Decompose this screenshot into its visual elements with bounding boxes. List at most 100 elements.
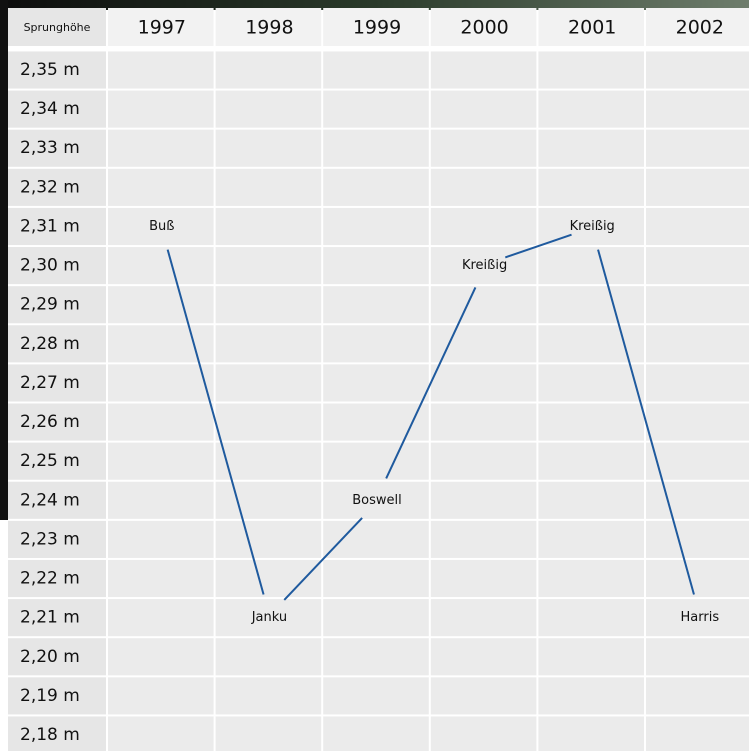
grid-cell	[430, 51, 537, 89]
grid-cell	[538, 677, 644, 715]
y-tick-label: 2,30 m	[20, 256, 80, 276]
grid-cell	[215, 520, 322, 558]
athlete-label: Kreißig	[462, 258, 507, 273]
grid-cell	[323, 168, 429, 206]
grid-cell	[430, 168, 537, 206]
point: Harris	[681, 610, 720, 625]
row-label-cell	[8, 677, 106, 715]
grid-cell	[323, 442, 429, 480]
athlete-label: Harris	[681, 610, 720, 625]
row-label-cell	[8, 599, 106, 637]
grid-cell	[538, 559, 644, 598]
grid-cell	[646, 90, 749, 128]
grid-cell	[646, 168, 749, 206]
grid-cell	[538, 207, 644, 246]
grid-cell	[108, 403, 214, 441]
header-cell	[538, 8, 644, 46]
connector	[597, 249, 695, 595]
grid-cell	[430, 716, 537, 754]
grid-cell	[108, 677, 214, 715]
grid-cell	[430, 442, 537, 480]
athlete-label: Buß	[149, 219, 174, 234]
grid-cell	[323, 403, 429, 441]
grid-cell	[108, 207, 214, 246]
grid-cell	[215, 403, 322, 441]
x-tick-label: 2001	[568, 17, 616, 39]
header-cell	[8, 8, 106, 46]
grid-cell	[646, 520, 749, 558]
grid-cell	[215, 481, 322, 519]
grid-cell	[215, 677, 322, 715]
row-label-cell	[8, 325, 106, 363]
grid-cell	[538, 442, 644, 480]
athlete-label: Boswell	[352, 493, 402, 508]
y-tick-label: 2,25 m	[20, 451, 80, 471]
athlete-label: Janku	[251, 610, 287, 625]
grid-cell	[646, 364, 749, 402]
grid-cell	[323, 481, 429, 519]
connector	[385, 286, 477, 479]
grid-cell	[430, 599, 537, 637]
grid-cell	[215, 364, 322, 402]
grid-cell	[323, 559, 429, 598]
x-tick-label: 2002	[676, 17, 724, 39]
grid-cell	[538, 325, 644, 363]
grid-cell	[430, 403, 537, 441]
row-label-cell	[8, 51, 106, 89]
grid-cell	[215, 638, 322, 676]
grid-cell	[108, 325, 214, 363]
grid-cell	[646, 247, 749, 285]
grid-cell	[323, 90, 429, 128]
x-tick-label: 2000	[460, 17, 508, 39]
row-label-cell	[8, 481, 106, 519]
grid-cell	[108, 638, 214, 676]
grid-cell	[538, 716, 644, 754]
grid-cell	[646, 403, 749, 441]
y-tick-label: 2,28 m	[20, 334, 80, 354]
grid-cell	[108, 364, 214, 402]
grid-cell	[215, 129, 322, 167]
grid-cell	[538, 599, 644, 637]
row-label-cell	[8, 403, 106, 441]
grid-cell	[538, 51, 644, 89]
grid-cell	[538, 364, 644, 402]
point: Kreißig	[462, 258, 507, 273]
x-tick-label: 1999	[353, 17, 401, 39]
grid-cell	[215, 325, 322, 363]
y-tick-label: 2,35 m	[20, 60, 80, 80]
grid-cell	[430, 364, 537, 402]
y-tick-label: 2,26 m	[20, 412, 80, 432]
grid-cell	[646, 559, 749, 598]
y-tick-label: 2,24 m	[20, 490, 80, 510]
y-tick-label: 2,23 m	[20, 529, 80, 549]
grid-cell	[323, 129, 429, 167]
grid-cell	[538, 168, 644, 206]
row-label-cell	[8, 286, 106, 324]
grid-cell	[430, 129, 537, 167]
y-tick-label: 2,34 m	[20, 99, 80, 119]
row-label-cell	[8, 247, 106, 285]
row-label-cell	[8, 207, 106, 246]
grid-cell	[430, 638, 537, 676]
grid-cell	[215, 286, 322, 324]
x-tick-label: 1997	[138, 17, 186, 39]
x-tick-label: 1998	[245, 17, 293, 39]
y-tick-label: 2,31 m	[20, 216, 80, 236]
header-cell	[215, 8, 322, 46]
grid-cell	[108, 51, 214, 89]
grid-cell	[323, 520, 429, 558]
y-tick-label: 2,22 m	[20, 569, 80, 589]
grid-cell	[215, 442, 322, 480]
row-label-cell	[8, 559, 106, 598]
grid-cell	[108, 247, 214, 285]
grid-cell	[430, 481, 537, 519]
y-tick-label: 2,29 m	[20, 295, 80, 315]
connector	[283, 517, 363, 601]
grid-cell	[646, 677, 749, 715]
y-tick-label: 2,18 m	[20, 725, 80, 745]
grid-cell	[215, 599, 322, 637]
y-tick-label: 2,27 m	[20, 373, 80, 393]
grid-cell	[646, 207, 749, 246]
grid-cell	[323, 638, 429, 676]
